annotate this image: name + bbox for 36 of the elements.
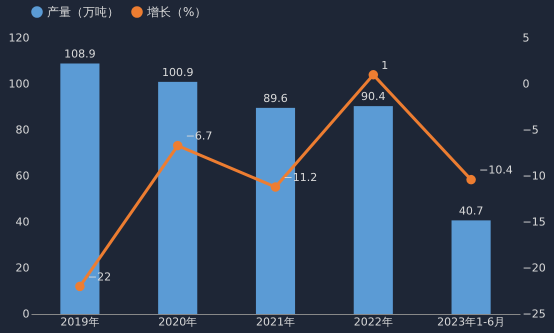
bar [354,106,393,314]
x-tick-label: 2022年 [354,316,393,328]
point [172,140,182,150]
x-tick-label: 2020年 [158,316,198,328]
y2-tick-label: −5 [522,124,539,136]
y2-tick-label: −25 [522,308,546,320]
bar [452,220,491,314]
y-tick-label: 60 [16,170,30,182]
x-tick-label: 2019年 [60,316,100,328]
data-label: 40.7 [458,204,484,218]
y-tick-label: 20 [16,262,30,274]
point [75,282,85,292]
y-tick-label: 80 [16,124,30,136]
y-tick-label: 40 [16,216,30,228]
data-label: −10.4 [479,164,513,177]
x-tick-label: 2023年1-6月 [437,316,506,328]
legend-label: 增长（%） [146,5,206,19]
data-label: 89.6 [263,92,288,105]
y2-tick-label: −10 [522,170,546,182]
x-tick-label: 2021年 [256,316,295,328]
y-tick-label: 120 [8,32,30,44]
y2-tick-label: 0 [522,78,530,90]
data-label: 1 [381,58,388,72]
data-label: 100.9 [162,66,194,79]
legend-label: 产量（万吨） [47,5,119,19]
y2-tick-label: −20 [522,262,546,274]
point [466,174,476,184]
y2-tick-label: −15 [522,216,546,228]
y2-tick-label: 5 [522,32,530,44]
data-label: 90.4 [361,90,386,104]
data-label: 108.9 [64,48,96,61]
y-tick-label: 0 [22,308,30,320]
data-label: −22 [88,270,112,284]
point [270,182,280,192]
point [368,70,378,80]
y-tick-label: 100 [8,78,30,90]
